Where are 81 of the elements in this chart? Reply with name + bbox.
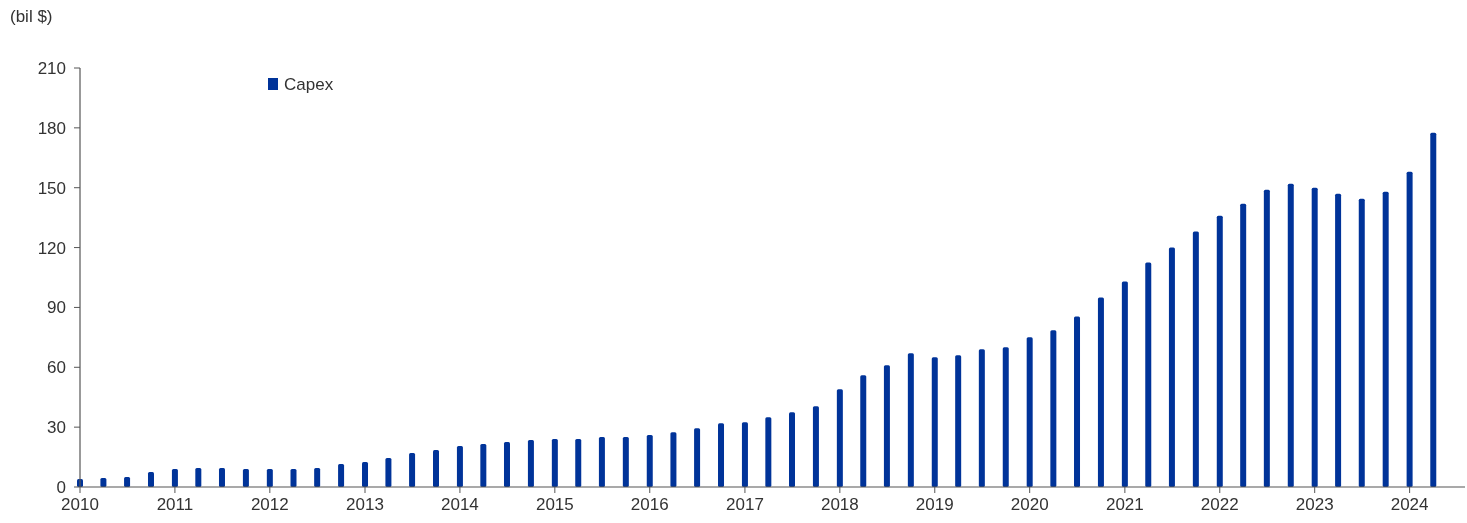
bar [314, 468, 321, 487]
x-tick-label: 2016 [630, 495, 669, 514]
x-tick-label: 2021 [1105, 495, 1144, 514]
bar [1406, 171, 1413, 487]
bar [646, 435, 653, 487]
bar [1145, 262, 1152, 487]
bar [622, 437, 629, 487]
bar [931, 357, 938, 487]
bar [1287, 183, 1294, 487]
bar [1335, 193, 1342, 487]
legend-label: Capex [284, 74, 334, 94]
bar [670, 432, 677, 487]
bar [266, 469, 273, 487]
x-tick-label: 2020 [1010, 495, 1049, 514]
bar [385, 458, 392, 487]
bar [1050, 330, 1057, 487]
y-tick-label: 210 [37, 58, 66, 78]
y-tick-label: 180 [37, 118, 66, 138]
y-tick-label: 150 [37, 178, 66, 198]
bar [1263, 189, 1270, 487]
bar [409, 453, 416, 487]
bar [1240, 203, 1247, 487]
bar [789, 412, 795, 487]
x-tick-label: 2014 [441, 495, 479, 514]
bar [1074, 316, 1081, 487]
bar [433, 450, 439, 487]
bar [242, 469, 249, 487]
bar [338, 464, 345, 487]
bar [812, 406, 819, 487]
bar [195, 468, 202, 487]
bar [978, 349, 985, 487]
x-tick-label: 2011 [156, 495, 194, 514]
bar [955, 355, 962, 487]
x-tick-label: 2019 [915, 495, 954, 514]
y-tick-label: 30 [47, 418, 66, 438]
bar [1097, 297, 1104, 487]
y-tick-label: 0 [56, 477, 66, 497]
bar [527, 440, 534, 487]
bar [1002, 347, 1009, 487]
bar [598, 437, 605, 487]
bar [860, 375, 867, 487]
bar [907, 353, 914, 487]
bar [551, 439, 558, 487]
bar [718, 423, 725, 487]
bar [1026, 337, 1033, 487]
x-tick-label: 2013 [346, 495, 384, 514]
x-tick-label: 2024 [1390, 495, 1429, 514]
bar [171, 469, 178, 487]
bar [1121, 281, 1128, 487]
bar [1382, 191, 1389, 487]
bar [1192, 231, 1199, 487]
x-tick-label: 2015 [535, 495, 574, 514]
bar [147, 472, 154, 487]
bar [1311, 187, 1318, 487]
x-tick-label: 2018 [820, 495, 859, 514]
bar [1216, 215, 1223, 487]
bar [741, 422, 748, 487]
y-tick-label: 120 [37, 238, 66, 258]
bar [480, 444, 487, 487]
bar [124, 477, 131, 487]
bar [290, 469, 297, 487]
bar [575, 439, 582, 487]
bar [1168, 247, 1175, 487]
x-tick-label: 2010 [61, 495, 99, 514]
bar [694, 428, 701, 487]
bar [503, 442, 510, 487]
x-tick-label: 2017 [726, 495, 764, 514]
bar [1358, 198, 1365, 487]
x-tick-label: 2023 [1295, 495, 1334, 514]
bar [456, 446, 463, 487]
bar [218, 468, 225, 487]
y-tick-label: 90 [47, 298, 66, 318]
y-axis-title: (bil $) [10, 7, 53, 26]
y-tick-label: 60 [47, 358, 66, 378]
bar [765, 417, 772, 487]
x-tick-label: 2012 [250, 495, 289, 514]
bar [1430, 132, 1437, 487]
x-tick-label: 2022 [1200, 495, 1239, 514]
bar [836, 389, 843, 487]
bar [362, 462, 369, 487]
bar [883, 365, 890, 487]
